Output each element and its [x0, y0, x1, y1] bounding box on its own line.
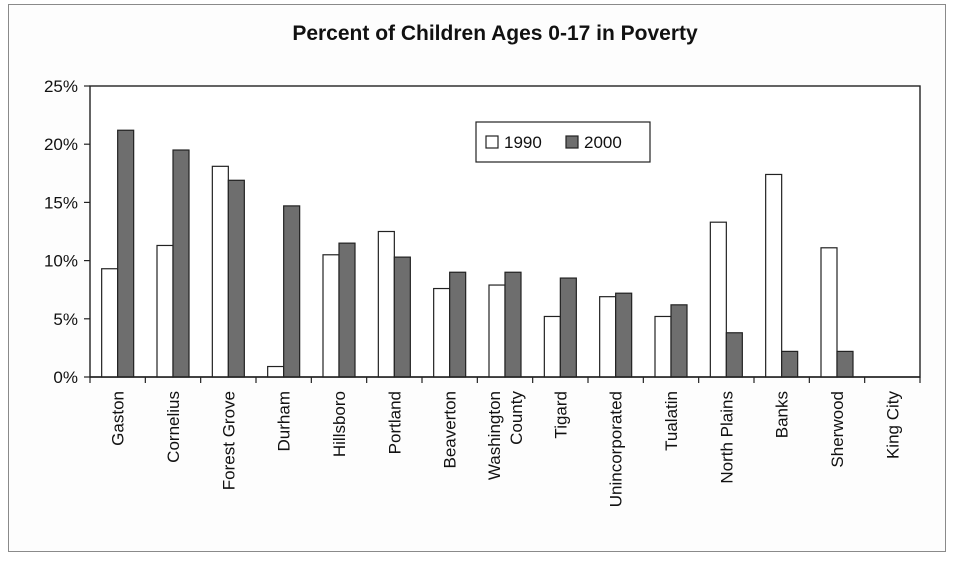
bar-1990 — [211, 165, 229, 378]
legend-swatch — [485, 135, 499, 149]
category-label: Sherwood — [828, 391, 847, 468]
category-label-line: North Plains — [717, 391, 736, 484]
bar-1990 — [599, 296, 617, 378]
bar-2000 — [781, 350, 799, 378]
category-label: Beaverton — [441, 391, 460, 469]
bar-1990 — [543, 315, 561, 378]
y-tick-label: 0% — [53, 368, 78, 387]
bar-1990 — [709, 221, 727, 378]
bar-2000 — [283, 205, 301, 378]
bar-1990 — [267, 365, 285, 378]
category-label-line: Cornelius — [164, 391, 183, 463]
category-label: Tualatin — [662, 391, 681, 451]
category-label: Durham — [275, 391, 294, 451]
legend-swatch — [565, 135, 579, 149]
category-label: King City — [883, 391, 902, 460]
category-label: Forest Grove — [219, 391, 238, 490]
bar-2000 — [449, 271, 467, 378]
legend-box — [475, 121, 651, 163]
category-label-line: Forest Grove — [219, 391, 238, 490]
y-tick-label: 10% — [44, 252, 78, 271]
category-label: Cornelius — [164, 391, 183, 463]
category-label-line: Sherwood — [828, 391, 847, 468]
bar-1990 — [765, 173, 783, 378]
category-label: Hillsboro — [330, 391, 349, 457]
bar-2000 — [117, 129, 135, 378]
bar-2000 — [615, 292, 633, 378]
category-label: Tigard — [551, 391, 570, 439]
bar-1990 — [322, 254, 340, 378]
category-label: Unincorporated — [607, 391, 626, 507]
bar-1990 — [156, 244, 174, 378]
category-label-line: Portland — [385, 391, 404, 454]
bar-1990 — [377, 230, 395, 378]
bar-2000 — [559, 277, 577, 378]
category-label-line: Hillsboro — [330, 391, 349, 457]
category-label-line: Unincorporated — [607, 391, 626, 507]
category-label-line: Beaverton — [441, 391, 460, 469]
y-tick-label: 15% — [44, 193, 78, 212]
bar-1990 — [488, 284, 506, 378]
bar-2000 — [227, 179, 245, 378]
bar-2000 — [393, 256, 411, 378]
category-label-line: King City — [883, 391, 902, 460]
category-label-line: Tigard — [551, 391, 570, 439]
category-label-line: Tualatin — [662, 391, 681, 451]
category-label-line: Durham — [275, 391, 294, 451]
bar-2000 — [504, 271, 522, 378]
legend-label: 1990 — [504, 133, 542, 152]
category-label-line: Gaston — [109, 391, 128, 446]
category-label: Portland — [385, 391, 404, 454]
bar-2000 — [670, 304, 688, 378]
y-tick-label: 25% — [44, 77, 78, 96]
category-label: Washington County — [485, 391, 526, 481]
category-label: North Plains — [717, 391, 736, 484]
bar-2000 — [836, 350, 854, 378]
category-label-line: Banks — [773, 391, 792, 438]
category-label-line: Washington — [485, 391, 504, 480]
y-tick-label: 20% — [44, 135, 78, 154]
plot-area: 0% 5% 10% 15% 20% 25% Gaston Cornelius Forest Gr… — [44, 77, 921, 507]
category-label-line: County — [507, 391, 526, 445]
bar-1990 — [433, 287, 451, 378]
chart-title: Percent of Children Ages 0-17 in Poverty — [292, 22, 698, 45]
bar-2000 — [172, 149, 190, 378]
legend: 1990 2000 — [475, 121, 651, 163]
bar-1990 — [654, 315, 672, 378]
category-label: Banks — [773, 391, 792, 438]
y-tick-label: 5% — [53, 310, 78, 329]
bar-1990 — [101, 268, 119, 378]
legend-label: 2000 — [584, 133, 622, 152]
category-label: Gaston — [109, 391, 128, 446]
bar-2000 — [725, 332, 743, 378]
bar-1990 — [820, 247, 838, 378]
bar-2000 — [338, 242, 356, 378]
